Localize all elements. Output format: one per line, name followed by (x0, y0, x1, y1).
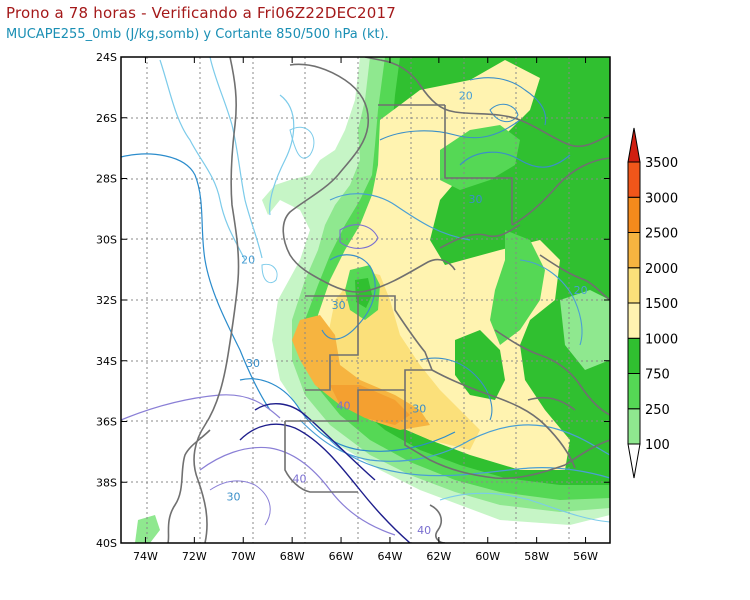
lon-tick-70W: 70W (231, 57, 256, 563)
lon-tick-label: 64W (378, 550, 403, 563)
cape-colorbar: 100 250 750 1000 1500 2000 2500 3000 3500 (627, 127, 678, 479)
lat-tick-28S: 28S (96, 173, 610, 186)
colorbar-segment (627, 196, 641, 233)
colorbar-label: 750 (645, 368, 670, 383)
lon-tick-58W: 58W (524, 57, 549, 563)
colorbar-label: 100 (645, 438, 670, 453)
lat-tick-30S: 30S (96, 233, 610, 246)
shear-contour-label: 40 (336, 399, 350, 412)
lon-tick-label: 60W (475, 550, 500, 563)
colorbar-max-arrow (627, 127, 641, 163)
colorbar-segment (627, 337, 641, 374)
lat-tick-34S: 34S (96, 355, 610, 368)
colorbar-label: 250 (645, 403, 670, 418)
political-boundaries (167, 57, 610, 543)
lat-tick-label: 32S (96, 294, 117, 307)
map-subtitle: MUCAPE255_0mb (J/kg,somb) y Cortante 850… (6, 27, 389, 42)
lon-tick-56W: 56W (573, 57, 598, 563)
colorbar-label: 1500 (645, 297, 678, 312)
cape-shading (121, 57, 610, 543)
shear-contour-label: 30 (226, 490, 240, 503)
shear-contour-label: 30 (332, 299, 346, 312)
longitude-axis: 74W 72W 70W 68W 66W 64W 62W 60W 58W 56W (133, 57, 598, 563)
colorbar-label: 3000 (645, 191, 678, 206)
lon-tick-62W: 62W (426, 57, 451, 563)
lon-tick-72W: 72W (182, 57, 207, 563)
colorbar-segment (627, 302, 641, 339)
colorbar-label: 3500 (645, 156, 678, 171)
colorbar-segment (627, 373, 641, 410)
colorbar-segment (627, 267, 641, 304)
shear-contour-label: 20 (241, 254, 255, 267)
lat-tick-38S: 38S (96, 476, 610, 489)
lat-tick-label: 26S (96, 112, 117, 125)
lat-tick-label: 34S (96, 355, 117, 368)
lat-tick-label: 24S (96, 51, 117, 64)
colorbar-label: 2000 (645, 262, 678, 277)
lon-tick-74W: 74W (133, 57, 158, 563)
colorbar-label: 2500 (645, 227, 678, 242)
lon-tick-64W: 64W (378, 57, 403, 563)
shear-contour-label: 30 (469, 193, 483, 206)
shear-contour-label: 20 (459, 90, 473, 103)
lon-tick-label: 74W (133, 550, 158, 563)
shear-contour-label: 40 (417, 524, 431, 537)
shear-contour-label: 30 (246, 357, 260, 370)
lon-tick-68W: 68W (280, 57, 305, 563)
colorbar-label: 1000 (645, 332, 678, 347)
lat-tick-36S: 36S (96, 416, 610, 429)
shear-contours (121, 57, 610, 543)
lon-tick-label: 62W (426, 550, 451, 563)
shear-contour-label: 40 (292, 472, 306, 485)
map-title: Prono a 78 horas - Verificando a Fri06Z2… (6, 4, 396, 22)
map-grid (121, 57, 610, 543)
lon-tick-label: 56W (573, 550, 598, 563)
lon-tick-label: 58W (524, 550, 549, 563)
lon-tick-66W: 66W (329, 57, 354, 563)
shear-contour-labels: 20 30 20 30 30 20 40 30 40 30 40 (226, 90, 587, 537)
lon-tick-60W: 60W (475, 57, 500, 563)
lat-tick-label: 38S (96, 476, 117, 489)
lat-tick-26S: 26S (96, 112, 610, 125)
lon-tick-label: 70W (231, 550, 256, 563)
lon-tick-label: 72W (182, 550, 207, 563)
lat-tick-label: 30S (96, 233, 117, 246)
lat-tick-label: 28S (96, 173, 117, 186)
lat-tick-32S: 32S (96, 294, 610, 307)
colorbar-segment (627, 232, 641, 269)
lat-tick-label: 40S (96, 537, 117, 550)
shear-contour-label: 30 (412, 402, 426, 415)
shear-contour-label: 20 (574, 284, 588, 297)
lat-tick-label: 36S (96, 416, 117, 429)
lon-tick-label: 66W (329, 550, 354, 563)
lat-tick-40S: 40S (96, 537, 610, 550)
lon-tick-label: 68W (280, 550, 305, 563)
colorbar-min-arrow (627, 443, 641, 479)
colorbar-segment (627, 408, 641, 445)
latitude-axis: 24S 26S 28S 30S 32S 34S 36S 38S 40S (96, 51, 610, 550)
colorbar-segment (627, 161, 641, 198)
lat-tick-24S: 24S (96, 51, 610, 64)
